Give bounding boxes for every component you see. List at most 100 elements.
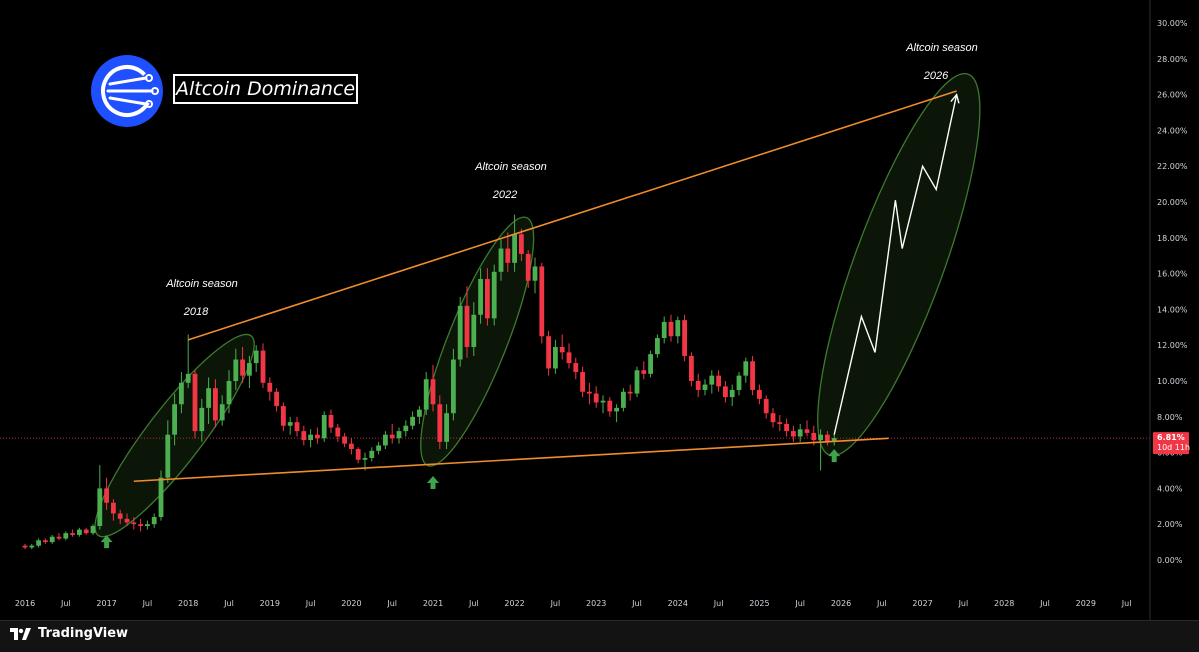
candle (770, 407, 776, 428)
candle (111, 499, 116, 521)
candle-body (485, 278, 490, 319)
candle (90, 524, 96, 535)
candle-body (287, 422, 293, 426)
x-tick-label: 2025 (749, 599, 769, 608)
annotation-year: 2018 (183, 306, 209, 318)
candle (818, 429, 823, 471)
candle (355, 447, 361, 464)
candle (600, 395, 606, 414)
candle-body (430, 379, 436, 405)
x-tick-label: Jul (1121, 599, 1132, 608)
x-tick-label: 2021 (423, 599, 443, 608)
x-tick-label: Jul (223, 599, 234, 608)
x-tick-label: 2018 (178, 599, 198, 608)
candle-body (233, 359, 239, 381)
x-tick-label: 2024 (668, 599, 688, 608)
candle-body (294, 422, 300, 432)
candle (736, 372, 742, 396)
candle (417, 406, 422, 424)
candle (22, 543, 28, 550)
candle-body (519, 234, 524, 254)
candle-body (117, 513, 123, 519)
candle (131, 517, 137, 530)
x-tick-label: 2026 (831, 599, 851, 608)
candle-body (818, 434, 823, 441)
candle-body (607, 400, 613, 412)
candle (485, 268, 490, 326)
candle-body (199, 407, 205, 432)
candle-body (281, 406, 286, 426)
candle-body (491, 271, 497, 319)
candle (342, 432, 347, 448)
candle (138, 518, 143, 532)
candle-body (165, 434, 171, 478)
candle-body (668, 321, 674, 337)
projection-arrowhead (950, 93, 960, 104)
candle-body (655, 338, 660, 355)
x-tick-label: Jul (631, 599, 642, 608)
candle (757, 384, 762, 405)
x-tick-label: Jul (468, 599, 479, 608)
candle (702, 379, 708, 396)
candle-body (695, 381, 701, 390)
candle-body (151, 517, 157, 525)
candle-body (716, 375, 721, 387)
candles (22, 214, 837, 550)
tradingview-brand[interactable]: TradingView (10, 626, 128, 641)
candle-body (621, 391, 626, 408)
candle-body (593, 393, 599, 403)
x-tick-label: 2028 (994, 599, 1014, 608)
candle-body (573, 363, 579, 373)
candle-body (260, 350, 266, 383)
x-tick-label: Jul (550, 599, 561, 608)
y-tick-label: 28.00% (1157, 55, 1188, 64)
candle (199, 398, 205, 442)
candle-body (702, 384, 708, 390)
candle (804, 420, 810, 437)
candle-body (661, 321, 667, 339)
candle (287, 416, 293, 435)
candle (281, 402, 286, 432)
candle (614, 404, 619, 423)
tradingview-logo-icon (10, 627, 31, 640)
candle-body (185, 373, 191, 383)
candle (240, 346, 245, 383)
candle-body (63, 533, 69, 539)
y-tick-label: 10.00% (1157, 377, 1188, 386)
candle-body (825, 434, 830, 442)
candle-body (525, 253, 531, 281)
y-tick-label: 16.00% (1157, 270, 1188, 279)
candle-body (77, 529, 82, 535)
candle (763, 395, 769, 419)
candle-body (566, 352, 572, 364)
candle (274, 388, 279, 412)
candle (308, 429, 313, 448)
candle (321, 411, 327, 442)
candle-body (757, 389, 762, 399)
candle-body (403, 425, 409, 432)
candle-body (532, 266, 538, 281)
candle (668, 314, 674, 342)
candle (627, 384, 633, 401)
candle (328, 409, 334, 433)
candle-body (587, 391, 592, 394)
candle-body (396, 431, 402, 439)
x-tick-label: Jul (142, 599, 153, 608)
x-tick-label: 2020 (341, 599, 361, 608)
x-tick-label: Jul (60, 599, 71, 608)
candle (641, 361, 647, 380)
x-tick-label: 2023 (586, 599, 606, 608)
y-tick-label: 14.00% (1157, 305, 1188, 314)
projection-path (833, 94, 958, 435)
candle (383, 431, 388, 450)
candle (43, 538, 48, 544)
candle (410, 411, 415, 430)
candle-body (750, 361, 755, 390)
x-axis[interactable]: 2016 Jul 2017 Jul 2018 Jul 2019 Jul 2020 Jul 2021 J… (15, 599, 1132, 608)
candle-body (498, 248, 504, 272)
candle (661, 316, 667, 344)
candle-body (614, 407, 619, 412)
candle (151, 513, 157, 528)
candle (349, 438, 354, 455)
